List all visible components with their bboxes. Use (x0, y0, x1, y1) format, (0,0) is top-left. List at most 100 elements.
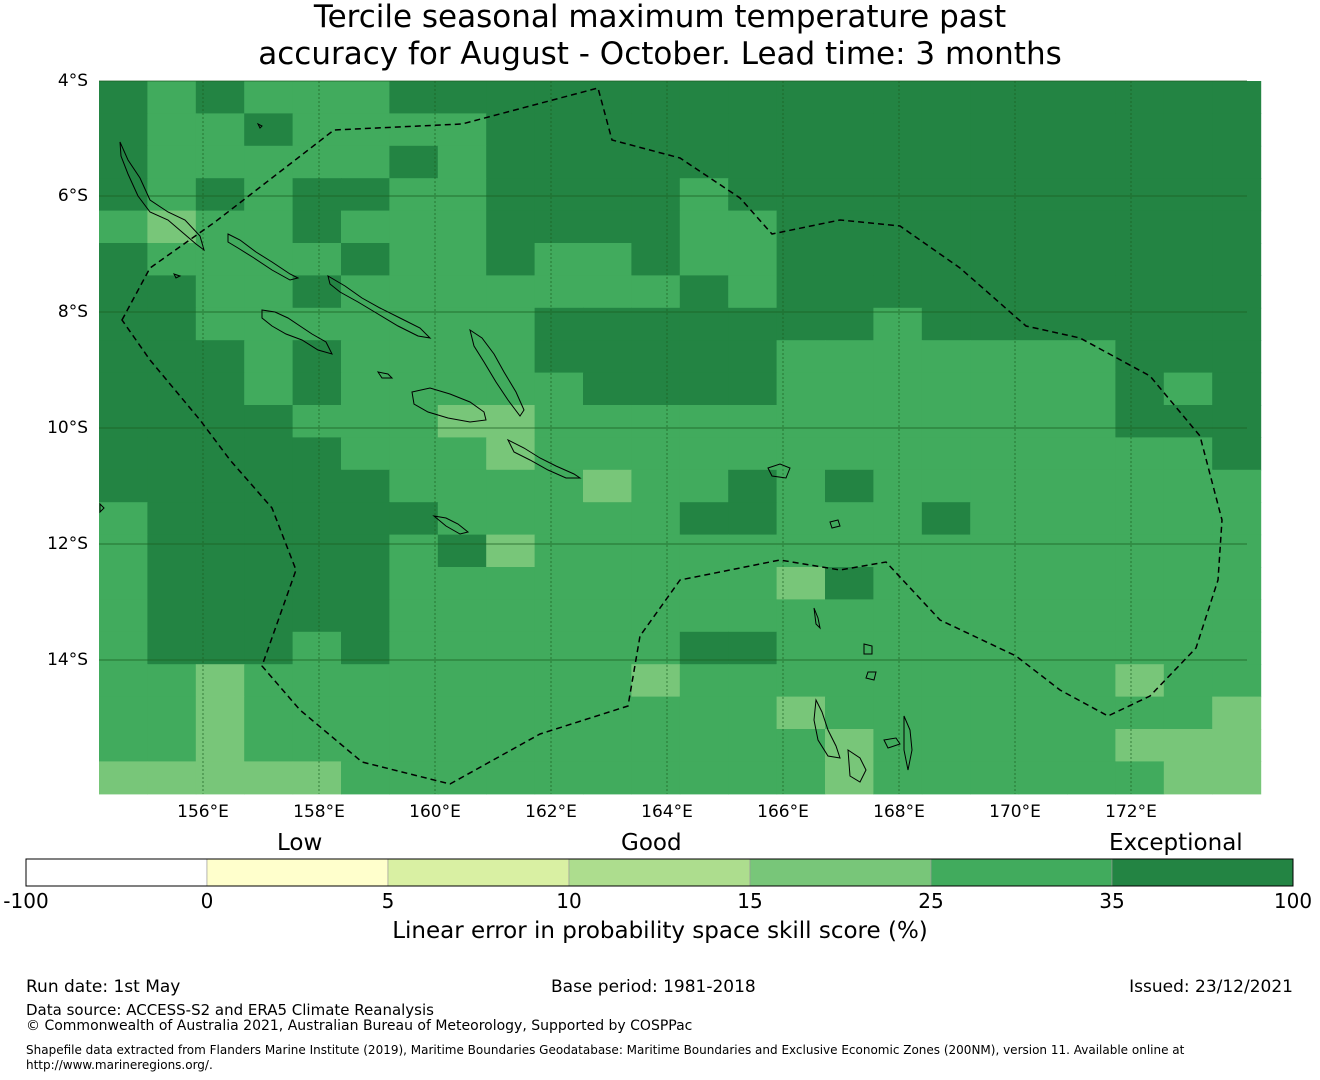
skill-cell (679, 113, 729, 147)
skill-cell (921, 372, 971, 406)
skill-cell (292, 210, 342, 244)
santa-isabel-island (327, 274, 432, 339)
skill-cell (1018, 307, 1068, 341)
skill-cell (825, 145, 874, 179)
skill-cell (292, 243, 342, 276)
skill-cell (1163, 145, 1213, 179)
skill-cell (631, 405, 681, 438)
skill-cell (776, 534, 826, 568)
skill-cell (341, 469, 390, 503)
skill-cell (1115, 761, 1165, 795)
colorbar-label: Linear error in probability space skill … (392, 918, 928, 944)
skill-cell (1067, 113, 1116, 147)
skill-cell (825, 372, 874, 406)
skill-cell (921, 761, 971, 795)
skill-cell (1018, 340, 1068, 374)
skill-cell (1067, 469, 1116, 503)
nissan-island (99, 502, 105, 514)
longitude-label: 162°E (525, 802, 577, 822)
skill-cell (873, 405, 923, 438)
skill-cell (195, 534, 245, 568)
skill-cell (631, 469, 681, 503)
skill-cell (244, 761, 294, 795)
skill-cell (389, 502, 439, 536)
longitude-label: 156°E (177, 802, 229, 822)
skill-cell (825, 534, 874, 568)
skill-cell (147, 567, 197, 600)
skill-cell (534, 372, 584, 406)
skill-cell (389, 340, 439, 374)
skill-cell (534, 307, 584, 341)
skill-cell (921, 307, 971, 341)
skill-cell (147, 307, 197, 341)
skill-cell (195, 599, 245, 633)
land-outlines (99, 122, 913, 783)
mbokua-island (865, 671, 877, 681)
skill-cell (195, 340, 245, 374)
maewo-island (903, 715, 913, 771)
skill-cell (1115, 567, 1165, 600)
skill-cell (873, 664, 923, 698)
skill-cell (99, 729, 148, 762)
skill-cell (195, 761, 245, 795)
skill-cell (437, 113, 487, 147)
skill-cell (776, 113, 826, 147)
skill-cell (292, 307, 342, 341)
skill-cell (679, 502, 729, 536)
skill-cell (389, 567, 439, 600)
skill-cell (292, 405, 342, 438)
skill-cell (534, 502, 584, 536)
skill-cell (873, 307, 923, 341)
skill-cell (1018, 405, 1068, 438)
colorbar-segment (1111, 858, 1294, 887)
malakula-island (847, 749, 867, 783)
skill-cell (486, 405, 536, 438)
skill-cell (1018, 178, 1068, 212)
latitude-label: 8°S (57, 302, 88, 322)
skill-cell (244, 307, 294, 341)
skill-cell (99, 307, 148, 341)
skill-cell (921, 81, 971, 114)
skill-cell (970, 664, 1020, 698)
skill-cell (1163, 210, 1213, 244)
skill-cell (1067, 437, 1116, 471)
skill-cell (389, 437, 439, 471)
skill-cell (1018, 210, 1068, 244)
skill-cell (1212, 340, 1262, 374)
data-source: Data source: ACCESS-S2 and ERA5 Climate … (26, 1001, 434, 1019)
skill-cell (970, 631, 1020, 665)
skill-cell (244, 534, 294, 568)
skill-cell (776, 243, 826, 276)
skill-cell (486, 761, 536, 795)
skill-cell (1212, 405, 1262, 438)
skill-cell (195, 275, 245, 309)
colorbar-segment (568, 858, 751, 887)
skill-cell (728, 81, 778, 114)
skill-cell (970, 534, 1020, 568)
skill-cell (534, 113, 584, 147)
skill-cell (486, 469, 536, 503)
skill-cell (825, 178, 874, 212)
espiritu-santo-island (813, 698, 841, 759)
skill-cell (1018, 372, 1068, 406)
skill-cell (583, 307, 632, 341)
skill-cell (147, 405, 197, 438)
skill-cell (873, 534, 923, 568)
skill-cell (195, 81, 245, 114)
skill-cell (631, 567, 681, 600)
new-georgia-island (261, 309, 333, 355)
skill-cell (583, 599, 632, 633)
skill-cell (244, 113, 294, 147)
skill-cell (631, 307, 681, 341)
skill-cell (389, 113, 439, 147)
skill-cell (873, 210, 923, 244)
skill-cell (534, 340, 584, 374)
skill-cell (728, 631, 778, 665)
skill-cell (825, 340, 874, 374)
shapefile-credit: Shapefile data extracted from Flanders M… (26, 1043, 1185, 1057)
skill-cell (1067, 178, 1116, 212)
colorbar-tick: 5 (381, 889, 395, 913)
skill-cell (921, 243, 971, 276)
guadalcanal-island (411, 387, 487, 423)
skill-cell (921, 437, 971, 471)
